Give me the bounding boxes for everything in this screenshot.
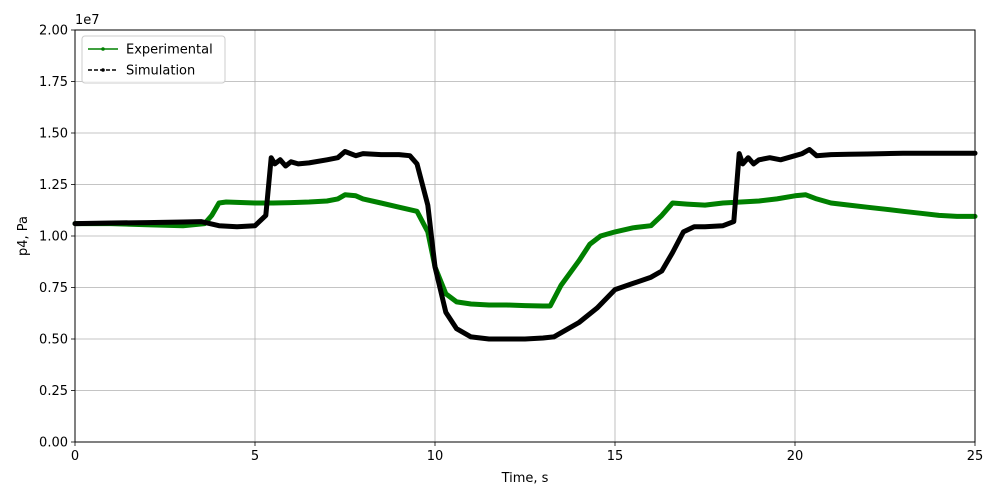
y-axis: 0.00 0.25 0.50 0.75 1.00 1.25 1.50 1.75 2.00 xyxy=(39,24,75,451)
y-tick-label: 2.00 xyxy=(39,24,68,39)
series-line-experimental xyxy=(72,192,978,309)
x-tick-label: 10 xyxy=(427,449,444,464)
x-tick-label: 0 xyxy=(71,449,79,464)
y-axis-label: p4, Pa xyxy=(16,216,31,256)
y-tick-label: 0.50 xyxy=(39,333,68,348)
x-tick-label: 20 xyxy=(787,449,804,464)
y-tick-label: 0.75 xyxy=(39,281,68,296)
y-tick-label: 0.00 xyxy=(39,436,68,451)
legend-label: Simulation xyxy=(126,64,195,79)
y-tick-label: 1.50 xyxy=(39,127,68,142)
series-line-simulation xyxy=(72,147,978,342)
series-layer xyxy=(72,147,978,342)
x-tick-label: 15 xyxy=(607,449,624,464)
x-axis: 0 5 10 15 20 25 xyxy=(71,442,983,464)
y-tick-label: 1.00 xyxy=(39,230,68,245)
legend-box xyxy=(81,35,226,84)
x-tick-label: 5 xyxy=(251,449,259,464)
y-offset-label: 1e7 xyxy=(75,13,100,28)
legend-marker xyxy=(101,68,105,72)
y-tick-label: 0.25 xyxy=(39,384,68,399)
x-tick-label: 25 xyxy=(967,449,984,464)
legend: Experimental Simulation xyxy=(81,35,226,84)
legend-marker xyxy=(101,47,105,51)
y-tick-label: 1.25 xyxy=(39,178,68,193)
legend-label: Experimental xyxy=(126,43,213,58)
y-tick-label: 1.75 xyxy=(39,75,68,90)
x-axis-label: Time, s xyxy=(501,471,549,486)
